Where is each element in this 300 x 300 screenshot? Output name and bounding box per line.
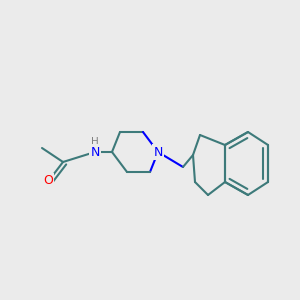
Text: N: N — [153, 146, 163, 158]
Text: N: N — [90, 146, 100, 158]
Text: O: O — [43, 175, 53, 188]
Text: H: H — [91, 137, 99, 147]
